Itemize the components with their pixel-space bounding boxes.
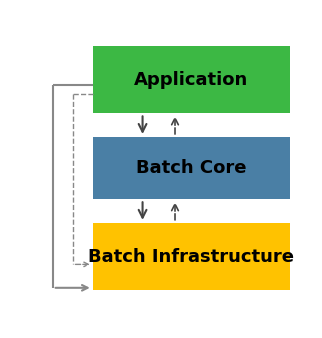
Text: Application: Application	[134, 71, 248, 89]
Bar	[93, 223, 290, 290]
Bar	[93, 46, 290, 114]
Text: Batch Infrastructure: Batch Infrastructure	[88, 247, 294, 266]
Text: Batch Core: Batch Core	[136, 159, 246, 177]
Bar	[93, 137, 290, 199]
